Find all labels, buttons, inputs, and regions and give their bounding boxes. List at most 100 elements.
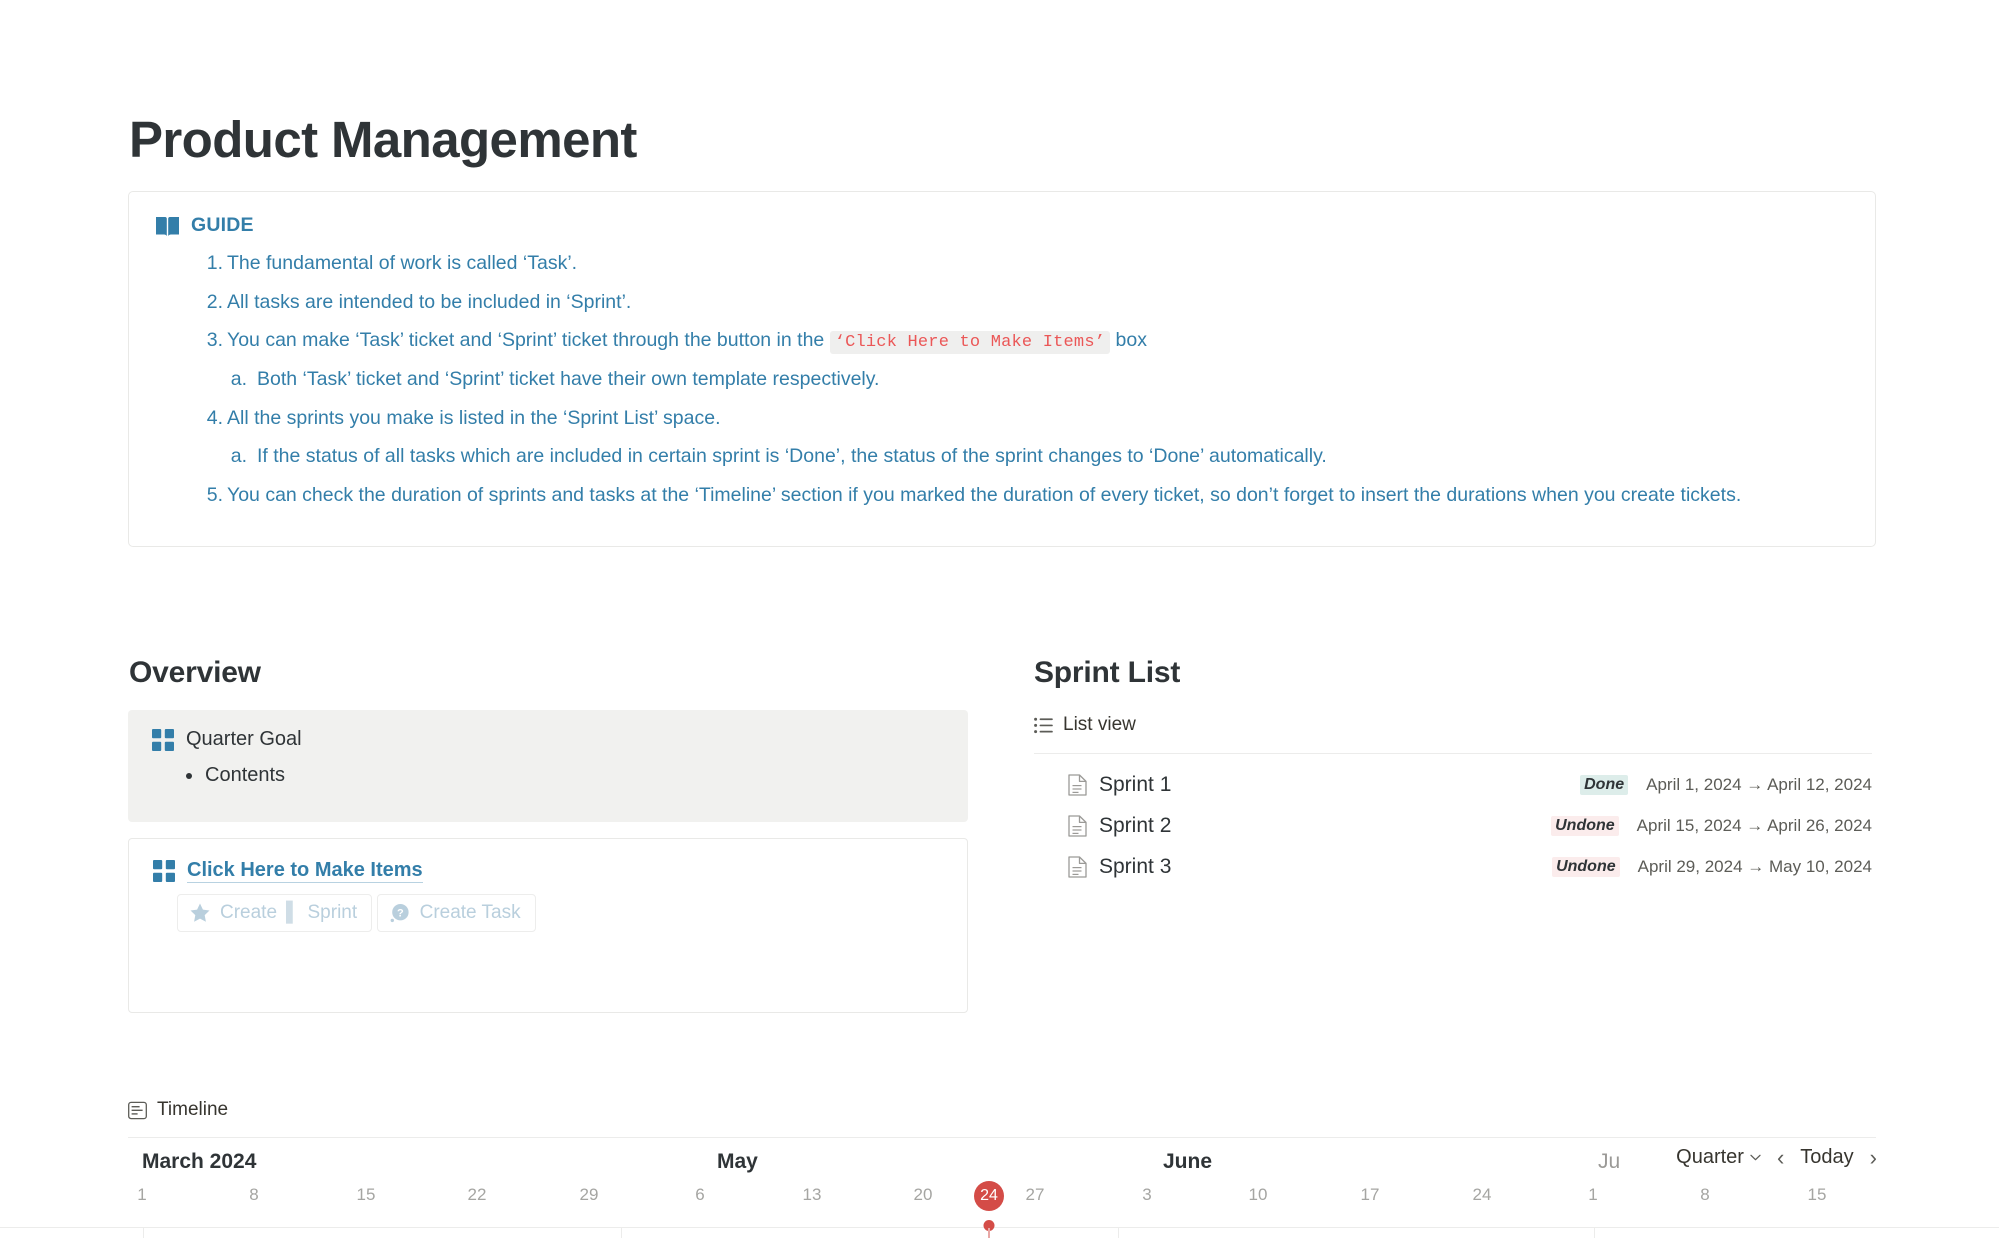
timeline-tick: 8	[1700, 1185, 1710, 1204]
create-sprint-label-pre: Create	[220, 902, 278, 923]
timeline-tick: 20	[913, 1185, 933, 1204]
timeline-controls: Quarter ‹ Today ›	[1676, 1146, 1879, 1169]
timeline-scale-label: Quarter	[1676, 1146, 1744, 1168]
sprint-name: Sprint 3	[1099, 854, 1172, 878]
timeline-grid-line	[621, 1228, 622, 1238]
timeline-tab[interactable]: Timeline	[128, 1099, 228, 1121]
page-doc-icon	[1068, 814, 1099, 837]
guide-subitem-3a: a. Both ‘Task’ ticket and ‘Sprint’ ticke…	[227, 365, 1849, 395]
timeline-month: Ju	[1598, 1150, 1621, 1173]
timeline-tick: 15	[356, 1185, 376, 1204]
timeline-tick: 29	[579, 1185, 599, 1204]
sprint-meta: Undone April 29, 2024 → May 10, 2024	[1552, 856, 1872, 877]
make-items-header[interactable]: Click Here to Make Items	[153, 859, 943, 883]
task-badge-icon: ?	[389, 902, 411, 924]
guide-item-2: 2. All tasks are intended to be included…	[155, 288, 1849, 318]
quarter-goal-bullet-text: Contents	[205, 764, 286, 786]
timeline-body: March 2024 May June Ju 1 8 15 22 29 6 13…	[0, 1138, 1999, 1238]
timeline-tick: 3	[1142, 1185, 1152, 1204]
sprint-row[interactable]: Sprint 2 Undone April 15, 2024 → April 2…	[1034, 805, 1872, 846]
timeline-today-button[interactable]: Today	[1800, 1146, 1854, 1168]
timeline-scale-select[interactable]: Quarter	[1676, 1146, 1761, 1169]
guide-item-number: 4.	[206, 406, 223, 429]
chevron-down-icon	[1750, 1154, 1761, 1161]
sprint-name: Sprint 1	[1099, 772, 1172, 796]
sprint-row[interactable]: Sprint 3 Undone April 29, 2024 → May 10,…	[1034, 846, 1872, 887]
quarter-goal-header: Quarter Goal	[152, 728, 944, 751]
guide-item-text-after: box	[1110, 329, 1147, 352]
list-view-label: List view	[1063, 714, 1136, 735]
guide-item-text: All tasks are intended to be included in…	[227, 290, 632, 313]
sprint-dates: April 1, 2024 → April 12, 2024	[1646, 774, 1872, 794]
make-items-title[interactable]: Click Here to Make Items	[187, 859, 423, 883]
timeline-grid-line	[1594, 1228, 1595, 1238]
guide-item-text-before: You can make ‘Task’ ticket and ‘Sprint’ …	[227, 329, 830, 352]
open-book-icon	[155, 215, 180, 237]
guide-item-number: 5.	[206, 483, 223, 506]
create-task-button[interactable]: ? Create Task	[376, 894, 536, 932]
sprint-meta: Undone April 15, 2024 → April 26, 2024	[1551, 815, 1872, 836]
guide-subitem-text: If the status of all tasks which are inc…	[257, 445, 1327, 468]
status-badge: Undone	[1551, 815, 1619, 836]
sprint-dates: April 15, 2024 → April 26, 2024	[1636, 815, 1872, 835]
inline-code-click-here: ‘Click Here to Make Items’	[829, 331, 1111, 355]
guide-item-number: 1.	[206, 252, 223, 274]
timeline-prev-button[interactable]: ‹	[1776, 1144, 1785, 1170]
page-doc-icon	[1068, 773, 1099, 796]
sprint-dates: April 29, 2024 → May 10, 2024	[1637, 856, 1872, 876]
bullet-dot-icon	[186, 772, 192, 779]
guide-item-1: 1. The fundamental of work is called ‘Ta…	[155, 249, 1849, 279]
star-icon	[189, 902, 211, 924]
timeline-row-divider	[0, 1227, 1999, 1228]
quarter-goal-card[interactable]: Quarter Goal Contents	[128, 710, 968, 822]
quarter-goal-bullet-row: Contents	[152, 764, 944, 787]
list-view-tab[interactable]: List view	[1034, 714, 1136, 736]
guide-item-3: 3. You can make ‘Task’ ticket and ‘Sprin…	[155, 326, 1849, 394]
sprint-list-divider	[1034, 753, 1872, 754]
timeline-divider	[128, 1137, 1876, 1138]
status-badge: Undone	[1552, 856, 1620, 877]
timeline-month-labels: March 2024 May June Ju	[0, 1150, 1999, 1178]
timeline-next-button[interactable]: ›	[1869, 1144, 1877, 1170]
quarter-goal-title: Quarter Goal	[186, 728, 302, 750]
timeline-grid-line	[143, 1228, 144, 1238]
guide-label: GUIDE	[191, 214, 254, 236]
guide-item-text: All the sprints you make is listed in th…	[227, 406, 721, 429]
timeline-tick: 10	[1248, 1185, 1268, 1204]
timeline-tick: 17	[1360, 1185, 1380, 1204]
timeline-tick: 1	[137, 1185, 147, 1204]
today-marker-line	[988, 1228, 990, 1238]
timeline-icon	[128, 1101, 147, 1120]
guide-item-4: 4. All the sprints you make is listed in…	[155, 404, 1849, 472]
database-grid-icon	[152, 728, 174, 751]
sprint-row[interactable]: Sprint 1 Done April 1, 2024 → April 12, …	[1034, 764, 1872, 805]
guide-callout-header: GUIDE	[155, 214, 1849, 237]
svg-text:?: ?	[397, 908, 404, 920]
overview-heading: Overview	[129, 656, 261, 689]
create-task-label: Create Task	[419, 902, 521, 923]
list-view-icon	[1034, 717, 1053, 734]
guide-subitem-text: Both ‘Task’ ticket and ‘Sprint’ ticket h…	[257, 368, 880, 391]
timeline-tick: 24	[1472, 1185, 1492, 1204]
timeline-month: March 2024	[142, 1150, 257, 1173]
guide-subitem-number: a.	[230, 445, 247, 468]
timeline-label: Timeline	[157, 1099, 229, 1120]
guide-callout: GUIDE 1. The fundamental of work is call…	[128, 191, 1876, 547]
page-title: Product Management	[129, 111, 637, 168]
timeline-tick: 1	[1588, 1185, 1598, 1204]
database-grid-icon	[153, 860, 175, 882]
timeline-tick-row: 1 8 15 22 29 6 13 20 24 27 3 10 17 24 1 …	[0, 1181, 1999, 1217]
guide-item-5: 5. You can check the duration of sprints…	[155, 481, 1849, 511]
timeline-tick: 15	[1807, 1185, 1827, 1204]
guide-subitem-number: a.	[230, 368, 247, 391]
timeline-month: June	[1163, 1150, 1213, 1173]
create-sprint-button[interactable]: Create ▌ Sprint	[177, 894, 373, 932]
sprint-block-glyph: ▌	[286, 902, 300, 923]
guide-list: 1. The fundamental of work is called ‘Ta…	[155, 249, 1849, 511]
status-badge: Done	[1580, 774, 1629, 795]
sprint-list-heading: Sprint List	[1034, 656, 1181, 689]
sprint-meta: Done April 1, 2024 → April 12, 2024	[1580, 774, 1872, 795]
make-items-buttons: Create ▌ Sprint ? Create Task	[153, 894, 943, 940]
sprint-list-rows: Sprint 1 Done April 1, 2024 → April 12, …	[1034, 764, 1872, 887]
